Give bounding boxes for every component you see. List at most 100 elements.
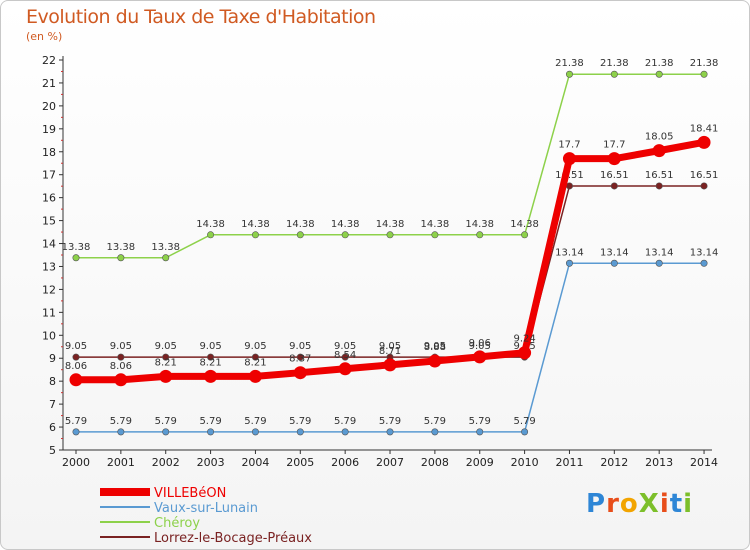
data-point — [652, 144, 666, 158]
legend-label: VILLEBéON — [154, 486, 226, 501]
data-label: 17.7 — [558, 140, 580, 151]
x-tick-label: 2002 — [152, 456, 180, 469]
data-label: 21.38 — [600, 58, 629, 69]
data-label: 13.14 — [600, 247, 629, 258]
y-tick-label: 20 — [42, 100, 56, 113]
data-point — [565, 70, 573, 78]
x-tick-label: 2006 — [331, 456, 359, 469]
x-tick-label: 2000 — [62, 456, 90, 469]
data-point — [341, 353, 349, 361]
data-label: 8.88 — [424, 342, 446, 353]
data-point — [655, 259, 663, 267]
data-label: 13.14 — [690, 247, 719, 258]
x-tick-label: 2009 — [466, 456, 494, 469]
x-tick-label: 2012 — [600, 456, 628, 469]
data-point — [562, 152, 576, 166]
data-label: 16.51 — [645, 170, 674, 181]
data-label: 8.06 — [65, 361, 87, 372]
data-point — [610, 70, 618, 78]
data-point — [383, 358, 397, 372]
data-point — [386, 231, 394, 239]
data-point — [610, 182, 618, 190]
y-tick-label: 12 — [42, 283, 56, 296]
data-label: 14.38 — [465, 219, 494, 230]
data-point — [204, 369, 218, 383]
data-label: 21.38 — [645, 58, 674, 69]
data-label: 9.05 — [65, 341, 87, 352]
data-label: 9.05 — [244, 341, 266, 352]
data-label: 13.38 — [62, 242, 91, 253]
data-point — [114, 373, 128, 387]
proxiti-logo: ProXiti — [586, 489, 694, 519]
data-point — [72, 428, 80, 436]
data-label: 8.54 — [334, 350, 356, 361]
data-point — [117, 353, 125, 361]
data-point — [473, 350, 487, 364]
data-label: 5.79 — [379, 416, 401, 427]
y-tick-label: 19 — [42, 123, 56, 136]
data-point — [431, 428, 439, 436]
data-label: 13.14 — [645, 247, 674, 258]
y-tick-label: 9 — [49, 352, 56, 365]
data-label: 5.79 — [334, 416, 356, 427]
x-tick-label: 2001 — [107, 456, 135, 469]
data-label: 5.79 — [469, 416, 491, 427]
data-point — [72, 353, 80, 361]
data-label: 18.41 — [690, 123, 719, 134]
x-tick-label: 2013 — [645, 456, 673, 469]
data-point — [607, 152, 621, 166]
y-tick-label: 10 — [42, 329, 56, 342]
data-point — [521, 428, 529, 436]
y-tick-label: 13 — [42, 260, 56, 273]
data-label: 9.05 — [379, 341, 401, 352]
data-label: 14.38 — [241, 219, 270, 230]
data-point — [700, 259, 708, 267]
data-point — [518, 346, 532, 360]
data-label: 5.79 — [513, 416, 535, 427]
data-label: 9.05 — [469, 341, 491, 352]
data-label: 13.38 — [151, 242, 180, 253]
x-tick-label: 2008 — [421, 456, 449, 469]
x-tick-label: 2005 — [286, 456, 314, 469]
data-label: 9.05 — [110, 341, 132, 352]
data-point — [159, 369, 173, 383]
data-point — [293, 366, 307, 380]
data-point — [697, 135, 711, 149]
x-tick-label: 2014 — [690, 456, 718, 469]
data-label: 16.51 — [690, 170, 719, 181]
data-point — [341, 428, 349, 436]
x-tick-label: 2011 — [555, 456, 583, 469]
data-label: 9.05 — [199, 341, 221, 352]
x-tick-label: 2003 — [197, 456, 225, 469]
y-tick-label: 21 — [42, 77, 56, 90]
data-label: 8.21 — [155, 357, 177, 368]
data-label: 9.05 — [334, 341, 356, 352]
data-point — [476, 231, 484, 239]
data-label: 14.38 — [376, 219, 405, 230]
data-label: 21.38 — [555, 58, 584, 69]
data-label: 8.06 — [110, 361, 132, 372]
data-label: 5.79 — [244, 416, 266, 427]
x-tick-label: 2007 — [376, 456, 404, 469]
y-tick-label: 22 — [42, 54, 56, 67]
data-label: 9.05 — [289, 341, 311, 352]
data-point — [162, 254, 170, 262]
data-label: 9.24 — [513, 334, 535, 345]
legend-label: Chéroy — [154, 516, 200, 531]
data-point — [338, 362, 352, 376]
data-label: 5.79 — [65, 416, 87, 427]
data-point — [117, 428, 125, 436]
data-label: 18.05 — [645, 132, 674, 143]
data-point — [296, 428, 304, 436]
data-point — [700, 70, 708, 78]
data-point — [700, 182, 708, 190]
y-tick-label: 6 — [49, 421, 56, 434]
y-tick-label: 15 — [42, 215, 56, 228]
data-label: 8.37 — [289, 354, 311, 365]
y-tick-label: 14 — [42, 238, 56, 251]
data-label: 5.79 — [199, 416, 221, 427]
data-label: 5.79 — [424, 416, 446, 427]
data-point — [431, 231, 439, 239]
y-tick-label: 5 — [49, 444, 56, 457]
